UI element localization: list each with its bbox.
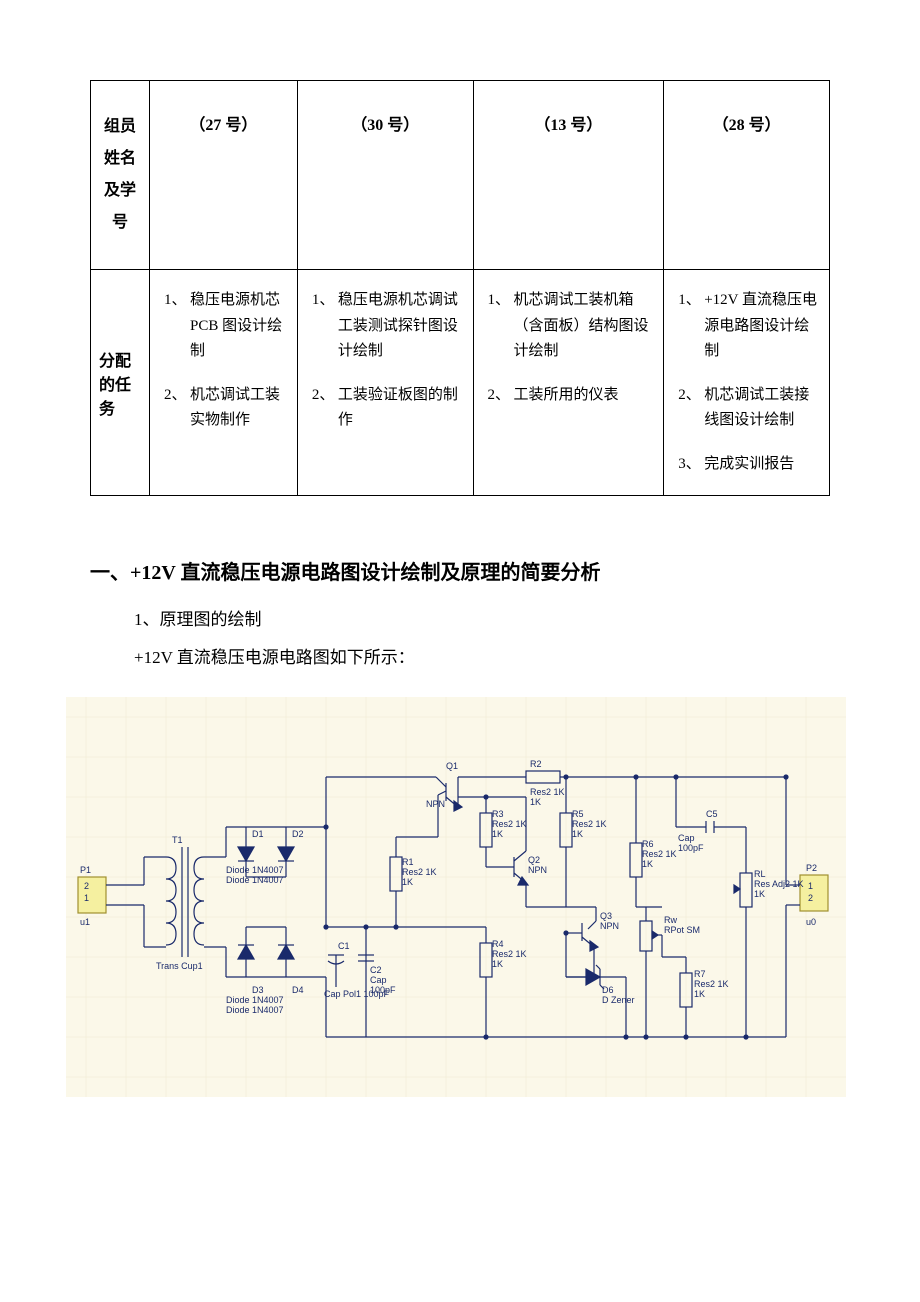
svg-text:R5: R5 [572, 809, 584, 819]
section-title: 一、+12V 直流稳压电源电路图设计绘制及原理的简要分析 [90, 556, 830, 585]
svg-text:R2: R2 [530, 759, 542, 769]
svg-text:1K: 1K [754, 889, 765, 899]
svg-text:1: 1 [808, 881, 813, 891]
circuit-svg: P1 2 1 u1 T1 Trans Cup1 D1 D2 Diode 1N400… [66, 697, 846, 1097]
tasks-col-3: 1、+12V 直流稳压电源电路图设计绘制 2、机芯调试工装接线图设计绘制 3、完… [664, 270, 830, 496]
svg-text:R1: R1 [402, 857, 414, 867]
assignment-table: 组员姓名 及学号 （27 号） （30 号） （13 号） （28 号） 分配的… [90, 80, 830, 496]
hdr-line2: 及学号 [97, 175, 143, 239]
table-row: 3、完成实训报告 [678, 452, 819, 478]
svg-text:Trans Cup1: Trans Cup1 [156, 961, 203, 971]
svg-text:RPot SM: RPot SM [664, 925, 700, 935]
svg-text:Res2 1K: Res2 1K [530, 787, 565, 797]
svg-text:Res2 1K: Res2 1K [402, 867, 437, 877]
col-13: （13 号） [473, 81, 664, 270]
paragraph-1: 1、原理图的绘制 [134, 603, 830, 637]
svg-text:Q2: Q2 [528, 855, 540, 865]
svg-text:C5: C5 [706, 809, 718, 819]
svg-text:u0: u0 [806, 917, 816, 927]
svg-text:Res2 1K: Res2 1K [492, 949, 527, 959]
svg-text:D4: D4 [292, 985, 304, 995]
col-28: （28 号） [664, 81, 830, 270]
svg-text:D6: D6 [602, 985, 614, 995]
svg-text:Res2 1K: Res2 1K [492, 819, 527, 829]
svg-text:D3: D3 [252, 985, 264, 995]
svg-text:1K: 1K [530, 797, 541, 807]
svg-text:Res2 1K: Res2 1K [694, 979, 729, 989]
table-row: 1、稳压电源机芯PCB 图设计绘制 [164, 288, 287, 365]
table-row: 2、工装验证板图的制作 [312, 383, 463, 434]
svg-text:1K: 1K [694, 989, 705, 999]
svg-text:1K: 1K [642, 859, 653, 869]
svg-text:C1: C1 [338, 941, 350, 951]
svg-text:RL: RL [754, 869, 766, 879]
svg-text:P2: P2 [806, 863, 817, 873]
svg-text:1K: 1K [402, 877, 413, 887]
svg-text:T1: T1 [172, 835, 183, 845]
svg-text:C2: C2 [370, 965, 382, 975]
svg-text:Diode 1N4007: Diode 1N4007 [226, 875, 284, 885]
svg-text:1K: 1K [492, 829, 503, 839]
svg-text:D2: D2 [292, 829, 304, 839]
svg-text:Cap: Cap [370, 975, 387, 985]
table-row: 1、+12V 直流稳压电源电路图设计绘制 [678, 288, 819, 365]
table-row: 2、机芯调试工装实物制作 [164, 383, 287, 434]
svg-text:NPN: NPN [600, 921, 619, 931]
svg-text:1K: 1K [572, 829, 583, 839]
svg-text:R7: R7 [694, 969, 706, 979]
svg-text:100pF: 100pF [370, 985, 396, 995]
svg-text:Q1: Q1 [446, 761, 458, 771]
svg-text:NPN: NPN [426, 799, 445, 809]
svg-text:P1: P1 [80, 865, 91, 875]
col-30: （30 号） [297, 81, 473, 270]
svg-text:1: 1 [84, 893, 89, 903]
circuit-diagram: P1 2 1 u1 T1 Trans Cup1 D1 D2 Diode 1N400… [66, 697, 846, 1097]
svg-text:2: 2 [84, 881, 89, 891]
tasks-col-1: 1、稳压电源机芯调试工装测试探针图设计绘制 2、工装验证板图的制作 [297, 270, 473, 496]
svg-text:R4: R4 [492, 939, 504, 949]
svg-text:Diode 1N4007: Diode 1N4007 [226, 995, 284, 1005]
paragraph-2: +12V 直流稳压电源电路图如下所示： [134, 641, 830, 675]
svg-text:Cap: Cap [678, 833, 695, 843]
svg-text:NPN: NPN [528, 865, 547, 875]
svg-text:Diode 1N4007: Diode 1N4007 [226, 1005, 284, 1015]
svg-text:100pF: 100pF [678, 843, 704, 853]
hdr-line1: 组员姓名 [97, 111, 143, 175]
col-27: （27 号） [150, 81, 298, 270]
svg-text:Res Adj2 1K: Res Adj2 1K [754, 879, 804, 889]
svg-text:Rw: Rw [664, 915, 677, 925]
table-row: 2、工装所用的仪表 [488, 383, 654, 409]
svg-text:u1: u1 [80, 917, 90, 927]
header-left: 组员姓名 及学号 [91, 81, 150, 270]
svg-text:Res2 1K: Res2 1K [572, 819, 607, 829]
svg-text:R6: R6 [642, 839, 654, 849]
svg-text:Diode 1N4007: Diode 1N4007 [226, 865, 284, 875]
svg-text:2: 2 [808, 893, 813, 903]
table-row: 1、稳压电源机芯调试工装测试探针图设计绘制 [312, 288, 463, 365]
tasks-col-0: 1、稳压电源机芯PCB 图设计绘制 2、机芯调试工装实物制作 [150, 270, 298, 496]
svg-text:Q3: Q3 [600, 911, 612, 921]
table-row: 1、机芯调试工装机箱（含面板）结构图设计绘制 [488, 288, 654, 365]
table-row: 2、机芯调试工装接线图设计绘制 [678, 383, 819, 434]
svg-text:1K: 1K [492, 959, 503, 969]
svg-text:Res2 1K: Res2 1K [642, 849, 677, 859]
svg-text:D1: D1 [252, 829, 264, 839]
tasks-col-2: 1、机芯调试工装机箱（含面板）结构图设计绘制 2、工装所用的仪表 [473, 270, 664, 496]
svg-text:R3: R3 [492, 809, 504, 819]
svg-text:D Zener: D Zener [602, 995, 635, 1005]
task-label: 分配的任务 [91, 270, 150, 496]
